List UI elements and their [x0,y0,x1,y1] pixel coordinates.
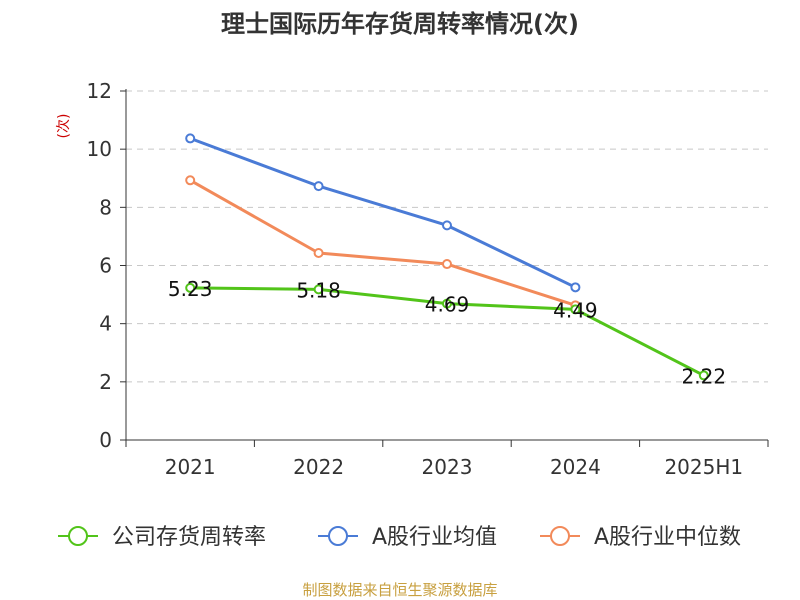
x-ticks: 2021 2022 2023 2024 2025H1 [125,440,769,479]
series-1-point-2023[interactable] [442,220,452,231]
legend-marker-1 [328,526,348,546]
data-label-2022: 5.18 [296,278,341,302]
x-tick-label-2025H1: 2025H1 [664,455,743,479]
y-tick-label-12: 12 [87,79,112,103]
series-0-point-2023[interactable] [442,298,452,309]
legend-marker-0 [68,526,88,546]
x-tick-label-2021: 2021 [165,455,216,479]
series-1-point-2021[interactable] [185,133,196,144]
y-tick-label-2: 2 [99,370,112,394]
data-labels: 5.23 5.18 4.69 4.49 2.22 [168,277,726,389]
y-tick-label-0: 0 [99,428,112,452]
gridlines [126,90,768,383]
series-0-point-2021[interactable] [185,282,196,293]
y-tick-label-6: 6 [99,254,112,278]
series-line-1 [189,136,577,289]
legend-label-0: 公司存货周转率 [112,525,266,550]
legend-label-1: A股行业均值 [372,525,497,550]
legend[interactable]: 公司存货周转率 A股行业均值 A股行业中位数 [58,525,741,550]
series-1-point-2024[interactable] [570,282,581,293]
series-2-point-2021[interactable] [185,175,196,186]
y-tick-label-8: 8 [99,195,112,219]
series-0-point-2025H1[interactable] [698,370,709,381]
data-label-2021: 5.23 [168,277,213,301]
series-2-point-2023[interactable] [442,259,452,270]
legend-item-0[interactable]: 公司存货周转率 [58,525,266,550]
series-group [185,133,709,381]
series-0-point-2024[interactable] [570,304,581,315]
legend-item-1[interactable]: A股行业均值 [318,525,497,550]
y-tick-label-4: 4 [99,312,112,336]
legend-item-2[interactable]: A股行业中位数 [540,525,741,550]
series-2-point-2022[interactable] [313,247,324,258]
legend-label-2: A股行业中位数 [594,525,741,550]
source-note: 制图数据来自恒生聚源数据库 [302,581,497,599]
series-1-point-2022[interactable] [313,181,324,192]
series-0-point-2022[interactable] [313,284,324,295]
chart-title: 理士国际历年存货周转率情况(次) [221,10,579,38]
data-label-2025H1: 2.22 [682,364,727,388]
series-line-2 [189,178,576,307]
y-tick-label-10: 10 [87,137,112,161]
x-tick-label-2024: 2024 [550,455,601,479]
x-tick-label-2022: 2022 [293,455,344,479]
data-label-2024: 4.49 [553,298,598,322]
y-ticks: 0 2 4 6 8 10 12 [87,79,126,452]
y-axis-label: (次) [56,114,72,139]
legend-marker-2 [550,526,570,546]
data-label-2023: 4.69 [425,293,470,317]
x-tick-label-2023: 2023 [422,455,473,479]
